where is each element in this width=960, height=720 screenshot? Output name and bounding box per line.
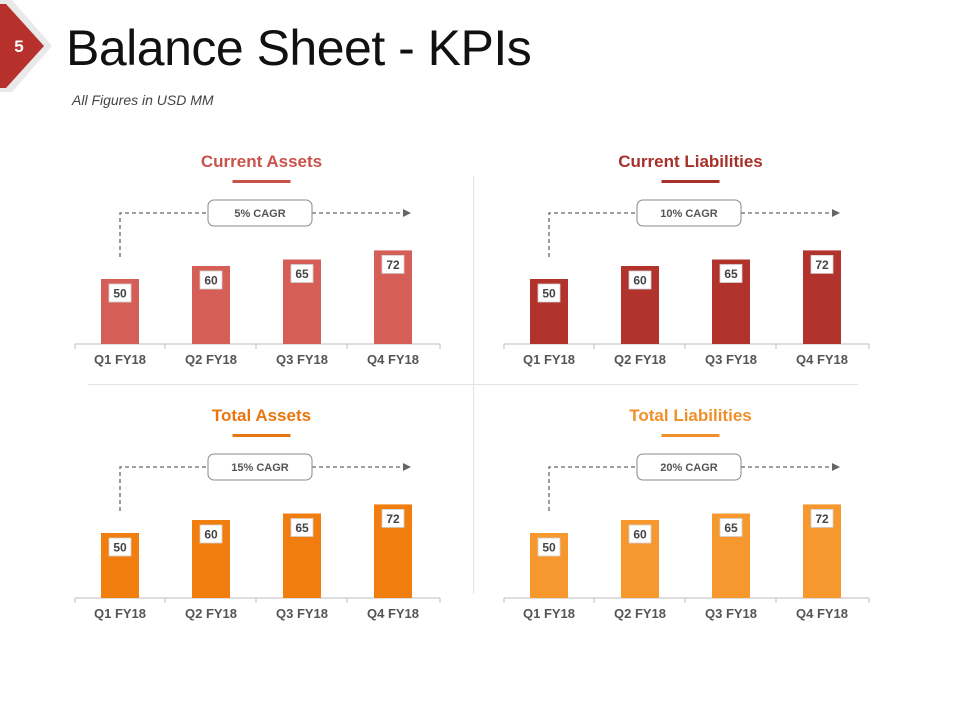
- quadrant-divider-horizontal: [88, 384, 858, 385]
- chart-current-assets: Current Assets 5% CAGR 50 Q1 FY18 60 Q2 FY18 6…: [74, 152, 441, 367]
- x-tick-label: Q2 FY18: [614, 352, 666, 367]
- chart-title: Total Liabilities: [629, 406, 751, 425]
- page-subtitle: All Figures in USD MM: [72, 92, 214, 108]
- data-label-box: [810, 255, 834, 274]
- data-label-box: [381, 509, 405, 528]
- chart-title: Total Assets: [212, 406, 311, 425]
- x-tick-label: Q4 FY18: [796, 352, 848, 367]
- data-label-box: [537, 537, 561, 557]
- x-tick-label: Q3 FY18: [276, 352, 328, 367]
- cagr-label-box: [207, 453, 313, 481]
- cagr-arrow-line: [119, 212, 208, 257]
- data-label-box: [199, 524, 223, 544]
- cagr-label: 20% CAGR: [660, 462, 718, 474]
- cagr-arrowhead: [832, 209, 840, 217]
- data-label: 60: [204, 274, 218, 288]
- chart-total-liabilities: Total Liabilities 20% CAGR 50 Q1 FY18 60 Q2 F…: [503, 406, 870, 621]
- title-underline: [232, 434, 291, 437]
- x-tick-label: Q4 FY18: [796, 606, 848, 621]
- cagr-arrow-line: [548, 212, 637, 257]
- data-label: 60: [633, 528, 647, 542]
- title-underline: [661, 180, 720, 183]
- x-tick-label: Q1 FY18: [94, 606, 146, 621]
- data-label-box: [719, 518, 743, 537]
- x-tick-label: Q1 FY18: [94, 352, 146, 367]
- cagr-arrow-line: [548, 466, 637, 511]
- x-tick-label: Q3 FY18: [705, 352, 757, 367]
- badge-chevron-shape: [0, 4, 44, 88]
- data-label-box: [810, 509, 834, 528]
- x-tick-label: Q3 FY18: [276, 606, 328, 621]
- x-tick-label: Q3 FY18: [705, 606, 757, 621]
- cagr-label-box: [207, 199, 313, 227]
- chart-total-assets: Total Assets 15% CAGR 50 Q1 FY18 60 Q2 FY18 65…: [74, 406, 441, 621]
- quadrant-divider-vertical: [473, 176, 474, 594]
- data-label-box: [381, 255, 405, 274]
- cagr-label-box: [636, 199, 742, 227]
- cagr-label-box: [636, 453, 742, 481]
- data-label-box: [108, 283, 132, 303]
- chart-current-liabilities: Current Liabilities 10% CAGR 50 Q1 FY18 60 Q2…: [503, 152, 870, 367]
- x-tick-label: Q4 FY18: [367, 352, 419, 367]
- data-label: 72: [386, 512, 400, 526]
- data-label-box: [199, 270, 223, 290]
- cagr-arrowhead: [403, 209, 411, 217]
- x-tick-label: Q2 FY18: [614, 606, 666, 621]
- data-label: 65: [724, 521, 738, 535]
- page-title: Balance Sheet - KPIs: [66, 20, 532, 76]
- data-label: 50: [113, 287, 127, 301]
- chart-title: Current Liabilities: [618, 152, 763, 171]
- data-label-box: [537, 283, 561, 303]
- x-tick-label: Q2 FY18: [185, 352, 237, 367]
- data-label-box: [108, 537, 132, 557]
- data-label-box: [719, 264, 743, 283]
- data-label: 65: [295, 521, 309, 535]
- cagr-arrowhead: [832, 463, 840, 471]
- cagr-label: 5% CAGR: [234, 208, 285, 220]
- data-label: 65: [295, 267, 309, 281]
- cagr-label: 15% CAGR: [231, 462, 289, 474]
- data-label-box: [290, 264, 314, 283]
- data-label: 72: [386, 258, 400, 272]
- data-label-box: [290, 518, 314, 537]
- x-tick-label: Q1 FY18: [523, 606, 575, 621]
- title-underline: [661, 434, 720, 437]
- title-underline: [232, 180, 291, 183]
- cagr-arrow-line: [119, 466, 208, 511]
- data-label: 50: [113, 541, 127, 555]
- cagr-arrowhead: [403, 463, 411, 471]
- data-label: 65: [724, 267, 738, 281]
- x-tick-label: Q4 FY18: [367, 606, 419, 621]
- x-tick-label: Q1 FY18: [523, 352, 575, 367]
- slide-number-badge: [0, 0, 52, 92]
- data-label: 50: [542, 287, 556, 301]
- data-label-box: [628, 524, 652, 544]
- data-label: 60: [633, 274, 647, 288]
- data-label: 50: [542, 541, 556, 555]
- chart-title: Current Assets: [201, 152, 322, 171]
- x-tick-label: Q2 FY18: [185, 606, 237, 621]
- data-label-box: [628, 270, 652, 290]
- slide-number: 5: [14, 37, 24, 56]
- data-label: 72: [815, 512, 829, 526]
- data-label: 72: [815, 258, 829, 272]
- cagr-label: 10% CAGR: [660, 208, 718, 220]
- data-label: 60: [204, 528, 218, 542]
